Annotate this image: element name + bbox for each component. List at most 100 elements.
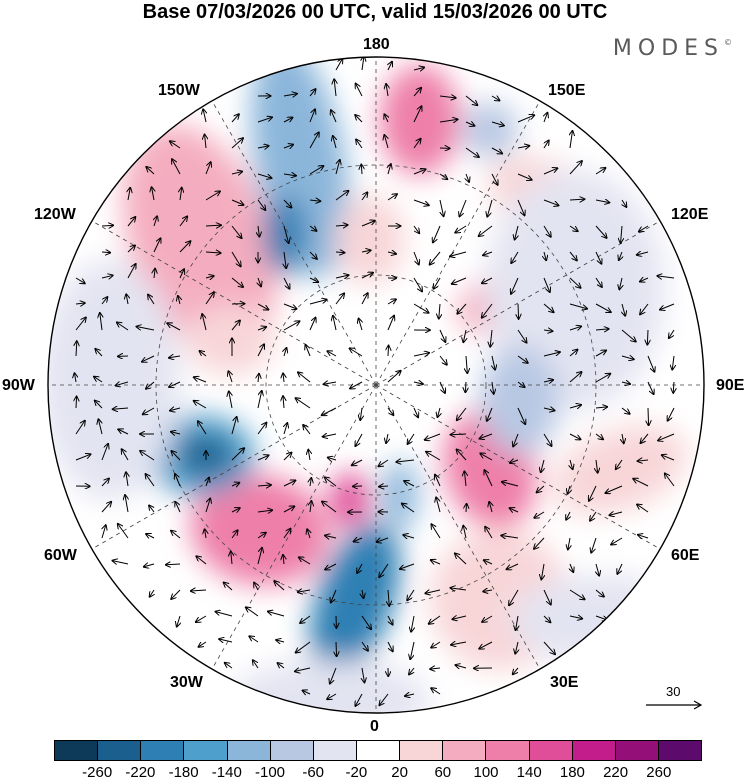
wind-vector	[517, 115, 534, 123]
wind-vector	[491, 173, 498, 185]
wind-vector	[388, 346, 389, 357]
wind-vector	[413, 139, 421, 149]
wind-vector	[491, 122, 504, 126]
wind-vector	[284, 251, 286, 268]
wind-vector	[616, 459, 623, 469]
colorbar-box	[98, 741, 142, 760]
wind-vector	[483, 590, 493, 592]
wind-vector	[95, 349, 103, 357]
wind-vector	[149, 505, 154, 513]
wind-vector	[621, 407, 630, 414]
lon-label-120w: 120W	[34, 206, 76, 223]
reference-vector-arrow	[646, 700, 703, 710]
wind-vector	[352, 459, 363, 465]
wind-vector	[146, 474, 155, 487]
reference-vector-value: 30	[666, 684, 681, 699]
wind-vector	[325, 563, 337, 570]
wind-vector	[589, 485, 597, 501]
wind-vector	[101, 252, 110, 253]
wind-vector	[543, 277, 550, 292]
wind-vector	[228, 371, 232, 383]
wind-vector	[569, 433, 581, 439]
wind-vector	[171, 451, 181, 461]
colorbar-tick-label: 180	[559, 764, 585, 781]
wind-vector	[283, 555, 284, 565]
wind-vector	[257, 173, 271, 178]
wind-vector	[206, 478, 209, 487]
wind-vector	[361, 293, 368, 305]
wind-vector	[541, 459, 544, 472]
wind-vector	[672, 355, 674, 370]
wind-vector	[384, 114, 388, 123]
wind-vector	[491, 96, 499, 101]
wind-vector	[178, 296, 180, 305]
wind-vector	[357, 563, 363, 573]
wind-vector	[569, 616, 582, 619]
wind-vector	[303, 425, 311, 435]
wind-vector	[361, 165, 362, 175]
wind-vector	[541, 563, 544, 579]
wind-vector	[362, 667, 364, 682]
lon-label-90e: 90E	[716, 377, 745, 394]
wind-vector	[283, 529, 290, 539]
wind-vector	[596, 459, 598, 473]
wind-vector	[257, 344, 264, 357]
wind-vector	[396, 460, 415, 462]
wind-vector	[451, 434, 467, 435]
anomaly-blob	[510, 575, 690, 665]
wind-vector	[335, 275, 348, 278]
wind-vector	[455, 665, 467, 668]
anomaly-blob	[48, 260, 180, 500]
wind-vector	[198, 421, 207, 435]
wind-vector	[355, 115, 363, 123]
wind-vector	[299, 557, 311, 565]
colorbar-tick-label: -140	[211, 764, 242, 781]
anomaly-blob	[462, 102, 518, 158]
wind-vector	[231, 448, 244, 461]
colorbar-tick-label: 100	[473, 764, 499, 781]
wind-vector	[569, 199, 584, 200]
wind-vector	[152, 187, 154, 201]
wind-vector	[305, 345, 311, 357]
wind-vector	[590, 511, 597, 521]
wind-vector	[101, 297, 107, 305]
wind-vector	[246, 607, 259, 617]
wind-vector	[517, 146, 529, 148]
wind-vector	[295, 668, 311, 671]
wind-vector	[543, 380, 553, 382]
wind-vector	[511, 251, 519, 263]
wind-vector	[355, 693, 363, 706]
wind-vector	[413, 382, 423, 384]
wind-vector	[258, 277, 261, 286]
colorbar-box	[443, 741, 487, 760]
wind-vector	[595, 589, 604, 597]
wind-vector	[387, 194, 397, 201]
wind-vector	[595, 200, 609, 203]
colorbar-tick-label: -260	[82, 764, 113, 781]
wind-vector	[146, 167, 155, 175]
colorbar-box	[313, 741, 357, 760]
lon-label-60w: 60W	[44, 547, 77, 564]
wind-vector	[361, 192, 367, 201]
wind-vector	[517, 355, 528, 363]
colorbar-tick-label: 260	[646, 764, 672, 781]
wind-vector	[309, 109, 315, 123]
anomaly-blob	[480, 345, 560, 455]
colorbar-tick-label: 60	[434, 764, 452, 781]
wind-vector	[384, 135, 388, 149]
wind-vector	[617, 563, 623, 574]
colorbar-box	[141, 741, 185, 760]
colorbar-box	[227, 741, 271, 760]
wind-vector	[229, 391, 232, 409]
wind-vector	[621, 329, 636, 342]
wind-vector	[308, 450, 310, 461]
wind-vector	[544, 251, 546, 260]
wind-vector	[544, 113, 547, 123]
wind-vector	[257, 485, 271, 486]
wind-vector	[517, 173, 532, 180]
wind-vector	[482, 615, 493, 622]
wind-vector	[231, 138, 243, 149]
wind-vector	[457, 303, 467, 314]
wind-vector	[203, 109, 206, 123]
wind-vector	[439, 355, 447, 365]
